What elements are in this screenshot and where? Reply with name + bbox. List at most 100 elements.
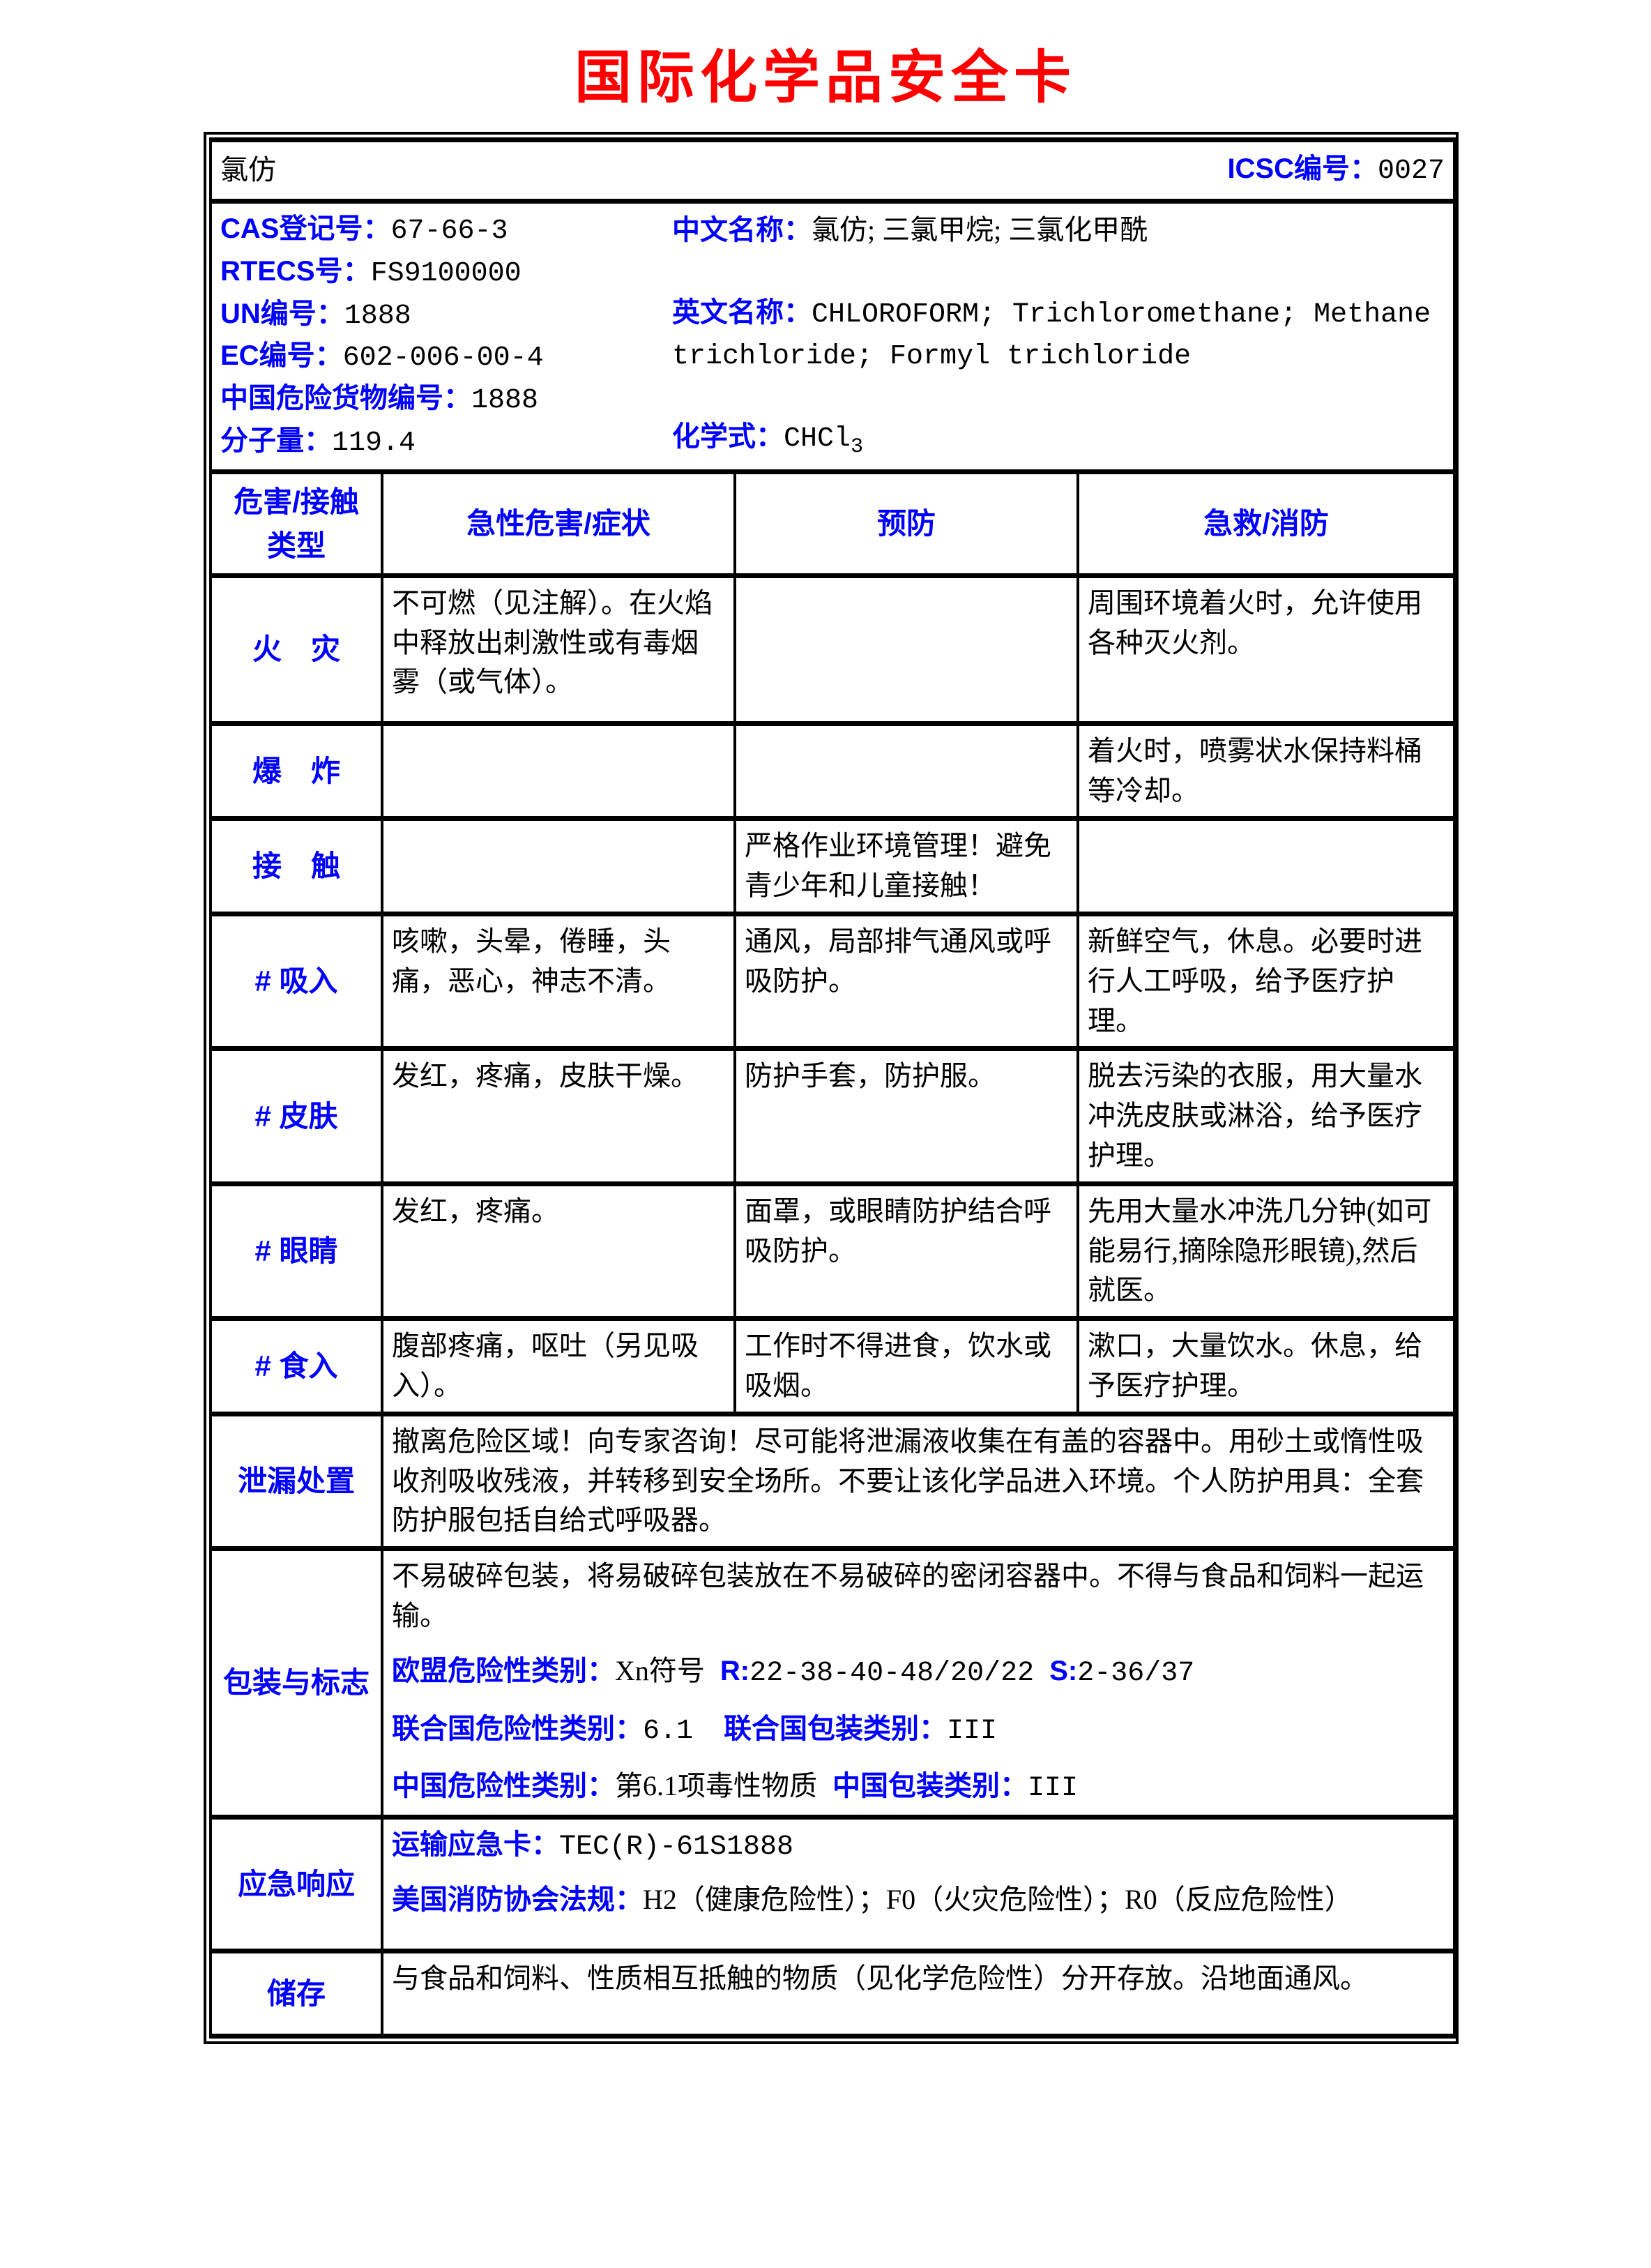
hazard-prevention-cell: 严格作业环境管理！避免青少年和儿童接触！: [733, 816, 1079, 916]
hazard-first-aid-cell: 新鲜空气，休息。必要时进行人工呼吸，给予医疗护理。: [1076, 911, 1456, 1052]
identifier-cas: CAS登记号：67-66-3: [220, 209, 660, 252]
identifier-china-dg: 中国危险货物编号：1888: [220, 379, 660, 421]
hazard-prevention-cell: 工作时不得进食，饮水或吸烟。: [733, 1316, 1079, 1416]
formula-line: 化学式：CHCl3: [672, 417, 1445, 462]
identifier-label: 分子量：: [220, 425, 332, 456]
hazard-prevention-cell: 防护手套，防护服。: [733, 1046, 1079, 1186]
header-symptoms: 急性危害/症状: [381, 469, 736, 578]
hazard-row-skin: # 皮肤 发红，疼痛，皮肤干燥。 防护手套，防护服。 脱去污染的衣服，用大量水冲…: [209, 1046, 1456, 1186]
hazard-symptoms-cell: 发红，疼痛。: [381, 1181, 736, 1322]
identifier-list: CAS登记号：67-66-3 RTECS号：FS9100000 UN编号：188…: [220, 209, 660, 464]
identifier-ec: EC编号：602-006-00-4: [220, 336, 660, 379]
tec-card-value: TEC(R)-61S1888: [559, 1831, 794, 1863]
identifier-molweight: 分子量：119.4: [220, 421, 660, 464]
name-block: 中文名称：氯仿; 三氯甲烷; 三氯化甲酰 英文名称：CHLOROFORM; Tr…: [660, 209, 1445, 464]
hazard-row-ingestion: # 食入 腹部疼痛，呕吐（另见吸入）。 工作时不得进食，饮水或吸烟。 漱口，大量…: [209, 1316, 1456, 1416]
hazard-row-inhalation: # 吸入 咳嗽，头晕，倦睡，头痛，恶心，神志不清。 通风，局部排气通风或呼吸防护…: [209, 911, 1456, 1052]
un-pack-value: III: [947, 1715, 998, 1747]
r-phrase-value: 22-38-40-48/20/22: [750, 1657, 1035, 1689]
hazard-type-label: 接 触: [209, 816, 383, 916]
identifier-label: RTECS号：: [220, 255, 371, 287]
hazard-type-label: 爆 炸: [209, 720, 383, 822]
icsc-card: 氯仿 ICSC编号：0027 CAS登记号：67-66-3 RTECS号：FS9…: [204, 132, 1459, 2045]
hazard-prevention-cell: [733, 573, 1079, 726]
tec-card-label: 运输应急卡：: [392, 1829, 559, 1861]
s-phrase-label: S:: [1049, 1655, 1078, 1686]
section-label-packaging: 包装与标志: [209, 1546, 383, 1820]
icsc-number-value: 0027: [1378, 156, 1445, 188]
page-title: 国际化学品安全卡: [574, 46, 1076, 109]
identifier-label: CAS登记号：: [220, 213, 391, 244]
cn-class-label: 中国危险性类别：: [392, 1771, 615, 1802]
hazard-symptoms-cell: 腹部疼痛，呕吐（另见吸入）。: [381, 1316, 736, 1416]
header-first-aid: 急救/消防: [1076, 469, 1456, 578]
identification-row: CAS登记号：67-66-3 RTECS号：FS9100000 UN编号：188…: [208, 199, 1456, 474]
nfpa-label: 美国消防协会法规：: [392, 1884, 643, 1915]
hazard-type-label: # 皮肤: [209, 1046, 383, 1186]
section-content-packaging: 不易破碎包装，将易破碎包装放在不易破碎的密闭容器中。不得与食品和饲料一起运输。 …: [380, 1546, 1456, 1820]
hazard-first-aid-cell: 漱口，大量饮水。休息，给予医疗护理。: [1076, 1316, 1456, 1416]
english-name-value: CHLOROFORM; Trichloromethane; Methane tr…: [672, 298, 1431, 373]
section-row-storage: 储存 与食品和饲料、性质相互抵触的物质（见化学危险性）分开存放。沿地面通风。: [209, 1949, 1456, 2039]
section-row-spill: 泄漏处置 撤离危险区域！向专家咨询！尽可能将泄漏液收集在有盖的容器中。用砂土或惰…: [209, 1411, 1456, 1552]
hazard-row-fire: 火 灾 不可燃（见注解）。在火焰中释放出刺激性或有毒烟雾（或气体）。 周围环境着…: [209, 573, 1456, 726]
identifier-value: 1888: [344, 300, 411, 332]
identifier-value: FS9100000: [370, 257, 522, 289]
english-name-label: 英文名称：: [672, 296, 812, 328]
hazard-prevention-cell: 通风，局部排气通风或呼吸防护。: [733, 911, 1079, 1052]
nfpa-line: 美国消防协会法规：H2（健康危险性）；F0（火灾危险性）；R0（反应危险性）: [392, 1880, 1445, 1920]
hazard-type-label: 火 灾: [209, 573, 383, 726]
packaging-un-line: 联合国危险性类别：6.1 联合国包装类别：III: [392, 1709, 1445, 1752]
hazard-type-label: # 吸入: [209, 911, 383, 1052]
hazard-prevention-cell: [733, 720, 1079, 822]
packaging-eu-line: 欧盟危险性类别：Xn符号 R:22-38-40-48/20/22 S:2-36/37: [392, 1651, 1445, 1694]
section-row-emergency: 应急响应 运输应急卡：TEC(R)-61S1888 美国消防协会法规：H2（健康…: [209, 1815, 1456, 1954]
substance-header-row: 氯仿 ICSC编号：0027: [208, 137, 1456, 204]
english-name-line: 英文名称：CHLOROFORM; Trichloromethane; Metha…: [672, 293, 1445, 378]
eu-class-label: 欧盟危险性类别：: [392, 1655, 615, 1686]
icsc-number-label: ICSC编号：: [1227, 153, 1378, 185]
identifier-value: 602-006-00-4: [342, 342, 544, 375]
r-phrase-label: R:: [720, 1655, 750, 1686]
section-label-emergency: 应急响应: [209, 1815, 383, 1954]
hazard-type-label: # 食入: [209, 1316, 383, 1416]
hazard-row-eyes: # 眼睛 发红，疼痛。 面罩，或眼睛防护结合呼吸防护。 先用大量水冲洗几分钟(如…: [209, 1181, 1456, 1322]
section-content-emergency: 运输应急卡：TEC(R)-61S1888 美国消防协会法规：H2（健康危险性）；…: [380, 1815, 1456, 1954]
eu-symbol-value: Xn符号: [615, 1654, 705, 1686]
header-hazard-type: 危害/接触 类型: [209, 469, 383, 578]
identifier-label: UN编号：: [220, 298, 344, 329]
chinese-name-label: 中文名称：: [672, 215, 812, 245]
substance-name: 氯仿: [220, 154, 276, 186]
section-row-packaging: 包装与标志 不易破碎包装，将易破碎包装放在不易破碎的密闭容器中。不得与食品和饲料…: [209, 1546, 1456, 1820]
identifier-rtecs: RTECS号：FS9100000: [220, 252, 660, 294]
hazard-symptoms-cell: 咳嗽，头晕，倦睡，头痛，恶心，神志不清。: [381, 911, 736, 1052]
identifier-label: 中国危险货物编号：: [220, 383, 471, 414]
hazard-symptoms-cell: [381, 720, 736, 822]
cn-pack-label: 中国包装类别：: [832, 1771, 1028, 1802]
formula-value: CHCl: [784, 423, 851, 455]
hazard-symptoms-cell: 发红，疼痛，皮肤干燥。: [381, 1046, 736, 1186]
hazard-prevention-cell: 面罩，或眼睛防护结合呼吸防护。: [733, 1181, 1079, 1322]
formula-label: 化学式：: [672, 421, 784, 453]
chinese-name-line: 中文名称：氯仿; 三氯甲烷; 三氯化甲酰: [672, 211, 1445, 250]
tec-card-line: 运输应急卡：TEC(R)-61S1888: [392, 1825, 1445, 1868]
identifier-label: EC编号：: [220, 340, 343, 372]
identifier-value: 67-66-3: [390, 216, 508, 247]
hazard-symptoms-cell: [381, 816, 736, 916]
hazard-type-label: # 眼睛: [209, 1181, 383, 1322]
identifier-un: UN编号：1888: [220, 294, 660, 337]
hazard-row-contact: 接 触 严格作业环境管理！避免青少年和儿童接触！: [209, 816, 1456, 916]
hazard-first-aid-cell: 着火时，喷雾状水保持料桶等冷却。: [1076, 720, 1456, 822]
header-prevention: 预防: [733, 469, 1079, 578]
chinese-name-value: 氯仿; 三氯甲烷; 三氯化甲酰: [812, 214, 1148, 245]
identification-cell: CAS登记号：67-66-3 RTECS号：FS9100000 UN编号：188…: [208, 199, 1456, 474]
formula-subscript: 3: [851, 435, 864, 460]
cn-pack-value: III: [1028, 1773, 1079, 1805]
icsc-table: 氯仿 ICSC编号：0027 CAS登记号：67-66-3 RTECS号：FS9…: [208, 137, 1456, 2039]
section-label-spill: 泄漏处置: [209, 1411, 383, 1552]
nfpa-value: H2（健康危险性）；F0（火灾危险性）；R0（反应危险性）: [643, 1883, 1353, 1915]
identifier-value: 119.4: [332, 427, 416, 459]
section-label-storage: 储存: [209, 1949, 383, 2039]
hazard-symptoms-cell: 不可燃（见注解）。在火焰中释放出刺激性或有毒烟雾（或气体）。: [381, 573, 736, 726]
un-class-value: 6.1: [643, 1715, 694, 1747]
